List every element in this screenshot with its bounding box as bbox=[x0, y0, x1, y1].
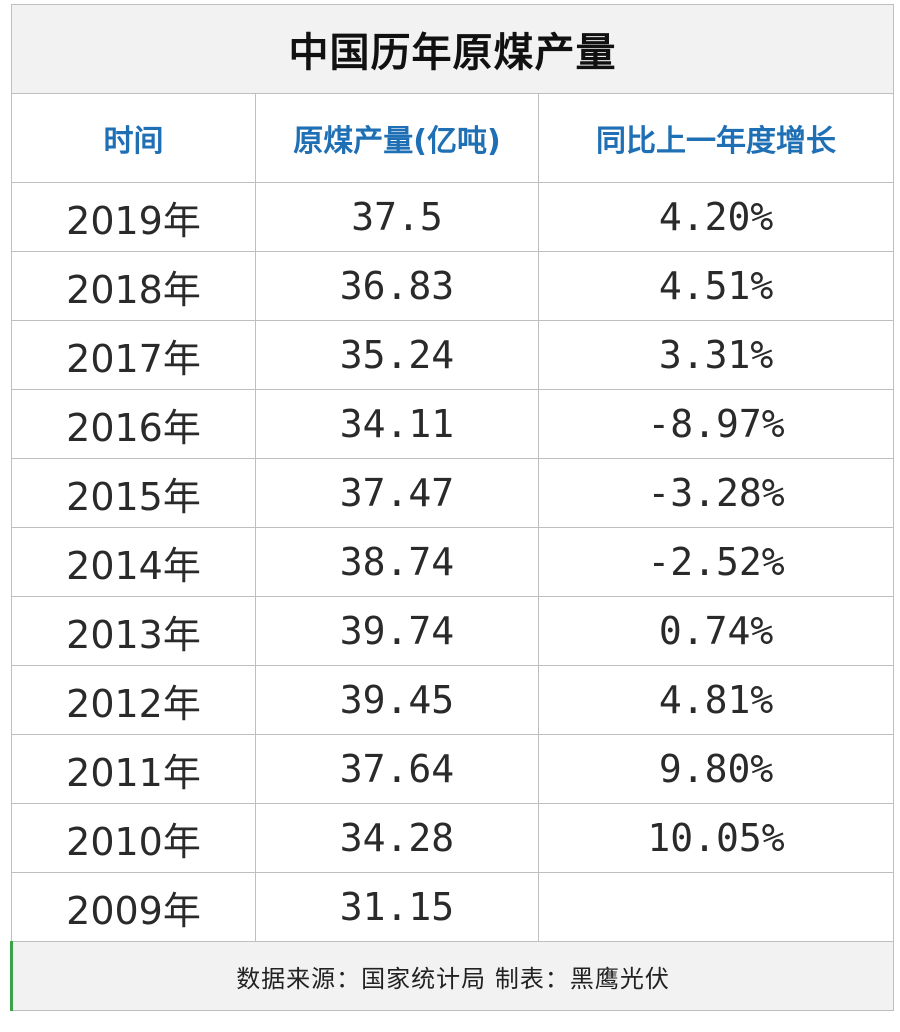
table-row: 2011年 37.64 9.80% bbox=[11, 734, 895, 804]
growth-cell bbox=[537, 872, 895, 942]
year-cell: 2018年 bbox=[11, 251, 256, 321]
growth-cell: 4.51% bbox=[537, 251, 895, 321]
growth-cell: -8.97% bbox=[537, 389, 895, 459]
year-cell: 2010年 bbox=[11, 803, 256, 873]
growth-cell: -2.52% bbox=[537, 527, 895, 597]
year-cell: 2015年 bbox=[11, 458, 256, 528]
table-row: 2016年 34.11 -8.97% bbox=[11, 389, 895, 459]
table-row: 2015年 37.47 -3.28% bbox=[11, 458, 895, 528]
table-row: 2017年 35.24 3.31% bbox=[11, 320, 895, 390]
year-cell: 2013年 bbox=[11, 596, 256, 666]
header-row: 时间 原煤产量(亿吨) 同比上一年度增长 bbox=[11, 93, 895, 183]
table-row: 2010年 34.28 10.05% bbox=[11, 803, 895, 873]
growth-cell: -3.28% bbox=[537, 458, 895, 528]
output-cell: 39.74 bbox=[255, 596, 539, 666]
year-cell: 2017年 bbox=[11, 320, 256, 390]
table-row: 2018年 36.83 4.51% bbox=[11, 251, 895, 321]
table-row: 2013年 39.74 0.74% bbox=[11, 596, 895, 666]
output-cell: 36.83 bbox=[255, 251, 539, 321]
coal-output-table: 中国历年原煤产量 时间 原煤产量(亿吨) 同比上一年度增长 2019年 37.5… bbox=[9, 4, 895, 1011]
header-year: 时间 bbox=[11, 93, 256, 183]
growth-cell: 3.31% bbox=[537, 320, 895, 390]
table-row: 2009年 31.15 bbox=[11, 872, 895, 942]
output-cell: 37.5 bbox=[255, 182, 539, 252]
output-cell: 35.24 bbox=[255, 320, 539, 390]
footer-row: 数据来源：国家统计局 制表：黑鹰光伏 bbox=[9, 941, 895, 1011]
output-cell: 38.74 bbox=[255, 527, 539, 597]
year-cell: 2009年 bbox=[11, 872, 256, 942]
growth-cell: 0.74% bbox=[537, 596, 895, 666]
growth-cell: 4.81% bbox=[537, 665, 895, 735]
output-cell: 34.11 bbox=[255, 389, 539, 459]
growth-cell: 9.80% bbox=[537, 734, 895, 804]
year-cell: 2016年 bbox=[11, 389, 256, 459]
growth-cell: 10.05% bbox=[537, 803, 895, 873]
growth-cell: 4.20% bbox=[537, 182, 895, 252]
table-title: 中国历年原煤产量 bbox=[10, 4, 895, 94]
table-row: 2012年 39.45 4.81% bbox=[11, 665, 895, 735]
title-row: 中国历年原煤产量 bbox=[10, 4, 895, 94]
source-note: 数据来源：国家统计局 制表：黑鹰光伏 bbox=[9, 941, 895, 1011]
output-cell: 37.47 bbox=[255, 458, 539, 528]
year-cell: 2011年 bbox=[11, 734, 256, 804]
output-cell: 34.28 bbox=[255, 803, 539, 873]
table-row: 2019年 37.5 4.20% bbox=[11, 182, 895, 252]
output-cell: 31.15 bbox=[255, 872, 539, 942]
year-cell: 2014年 bbox=[11, 527, 256, 597]
output-cell: 39.45 bbox=[255, 665, 539, 735]
header-output: 原煤产量(亿吨) bbox=[255, 93, 539, 183]
header-growth: 同比上一年度增长 bbox=[537, 93, 895, 183]
year-cell: 2012年 bbox=[11, 665, 256, 735]
table-row: 2014年 38.74 -2.52% bbox=[11, 527, 895, 597]
year-cell: 2019年 bbox=[11, 182, 256, 252]
output-cell: 37.64 bbox=[255, 734, 539, 804]
